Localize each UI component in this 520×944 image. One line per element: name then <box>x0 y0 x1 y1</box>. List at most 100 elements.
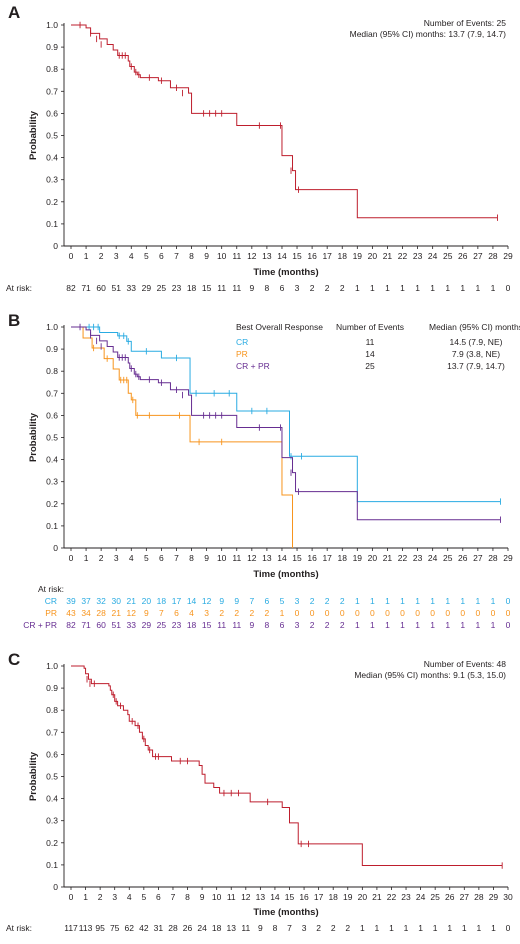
x-tick-label: 5 <box>144 553 149 563</box>
x-tick-label: 6 <box>159 251 164 261</box>
at-risk-count: 1 <box>445 283 450 293</box>
at-risk-count: 0 <box>400 608 405 618</box>
x-tick-label: 26 <box>458 553 468 563</box>
legend-median: 7.9 (3.8, NE) <box>452 349 500 359</box>
x-tick-label: 2 <box>99 553 104 563</box>
at-risk-count: 2 <box>325 620 330 630</box>
y-tick-label: 0.9 <box>46 344 58 354</box>
at-risk-count: 1 <box>460 620 465 630</box>
at-risk-count: 29 <box>142 283 152 293</box>
at-risk-count: 1 <box>491 923 496 933</box>
at-risk-count: 1 <box>370 596 375 606</box>
at-risk-count: 1 <box>389 923 394 933</box>
annotation-line: Median (95% CI) months: 9.1 (5.3, 15.0) <box>354 670 506 680</box>
x-tick-label: 5 <box>144 251 149 261</box>
x-tick-label: 27 <box>460 892 470 902</box>
panel-letter: B <box>8 311 20 330</box>
at-risk-count: 21 <box>111 608 121 618</box>
x-tick-label: 0 <box>69 892 74 902</box>
at-risk-count: 1 <box>445 620 450 630</box>
at-risk-count: 113 <box>79 923 93 933</box>
x-tick-label: 9 <box>204 251 209 261</box>
x-tick-label: 16 <box>299 892 309 902</box>
at-risk-count: 6 <box>265 596 270 606</box>
at-risk-count: 1 <box>280 608 285 618</box>
at-risk-count: 13 <box>226 923 236 933</box>
at-risk-count: 0 <box>460 608 465 618</box>
at-risk-count: 1 <box>430 620 435 630</box>
legend-events: 14 <box>365 349 375 359</box>
at-risk-count: 34 <box>81 608 91 618</box>
y-tick-label: 1.0 <box>46 322 58 332</box>
at-risk-count: 60 <box>96 620 106 630</box>
at-risk-count: 42 <box>139 923 149 933</box>
y-tick-label: 0.2 <box>46 499 58 509</box>
at-risk-count: 2 <box>331 923 336 933</box>
at-risk-count: 28 <box>168 923 178 933</box>
at-risk-row-label: CR + PR <box>23 620 57 630</box>
at-risk-count: 1 <box>375 923 380 933</box>
y-tick-label: 0 <box>53 882 58 892</box>
x-tick-label: 3 <box>112 892 117 902</box>
y-tick-label: 1.0 <box>46 661 58 671</box>
at-risk-count: 1 <box>415 283 420 293</box>
at-risk-count: 1 <box>447 923 452 933</box>
x-axis-title: Time (months) <box>253 267 318 278</box>
at-risk-count: 1 <box>491 596 496 606</box>
x-tick-label: 20 <box>368 553 378 563</box>
at-risk-count: 11 <box>217 620 226 630</box>
x-tick-label: 25 <box>443 553 453 563</box>
at-risk-count: 8 <box>273 923 278 933</box>
y-tick-label: 0.9 <box>46 683 58 693</box>
x-tick-label: 12 <box>241 892 251 902</box>
at-risk-count: 18 <box>157 596 167 606</box>
x-tick-label: 23 <box>413 553 423 563</box>
legend-header: Median (95% CI) months <box>429 322 520 332</box>
y-tick-label: 0.4 <box>46 153 58 163</box>
at-risk-count: 2 <box>234 608 239 618</box>
legend-header: Best Overall Response <box>236 322 323 332</box>
survival-curve-1 <box>71 326 501 503</box>
y-tick-label: 0.8 <box>46 705 58 715</box>
at-risk-count: 1 <box>385 283 390 293</box>
at-risk-count: 1 <box>462 923 467 933</box>
at-risk-count: 1 <box>475 596 480 606</box>
x-tick-label: 29 <box>503 553 513 563</box>
x-tick-label: 16 <box>307 251 317 261</box>
at-risk-count: 6 <box>174 608 179 618</box>
at-risk-count: 7 <box>249 596 254 606</box>
x-tick-label: 27 <box>473 553 483 563</box>
at-risk-count: 1 <box>418 923 423 933</box>
y-axis-title: Probability <box>28 412 39 462</box>
at-risk-count: 4 <box>189 608 194 618</box>
x-tick-label: 13 <box>262 251 272 261</box>
annotation-line: Number of Events: 25 <box>424 18 506 28</box>
x-tick-label: 9 <box>200 892 205 902</box>
at-risk-count: 17 <box>172 596 182 606</box>
annotation-line: Number of Events: 48 <box>424 659 506 669</box>
x-tick-label: 29 <box>503 251 513 261</box>
x-tick-label: 30 <box>503 892 513 902</box>
at-risk-count: 1 <box>460 596 465 606</box>
x-tick-label: 9 <box>204 553 209 563</box>
at-risk-count: 1 <box>415 620 420 630</box>
x-tick-label: 6 <box>159 553 164 563</box>
at-risk-row-label: PR <box>45 608 57 618</box>
at-risk-count: 1 <box>475 283 480 293</box>
at-risk-count: 1 <box>385 620 390 630</box>
at-risk-count: 0 <box>506 283 511 293</box>
x-tick-label: 0 <box>69 553 74 563</box>
at-risk-count: 2 <box>325 596 330 606</box>
x-tick-label: 8 <box>189 553 194 563</box>
at-risk-count: 1 <box>355 620 360 630</box>
x-tick-label: 21 <box>383 251 393 261</box>
at-risk-count: 6 <box>280 283 285 293</box>
at-risk-count: 2 <box>219 608 224 618</box>
x-tick-label: 8 <box>189 251 194 261</box>
x-tick-label: 25 <box>443 251 453 261</box>
x-tick-label: 4 <box>127 892 132 902</box>
x-tick-label: 3 <box>114 553 119 563</box>
x-tick-label: 25 <box>430 892 440 902</box>
at-risk-count: 1 <box>355 283 360 293</box>
at-risk-count: 71 <box>81 620 91 630</box>
